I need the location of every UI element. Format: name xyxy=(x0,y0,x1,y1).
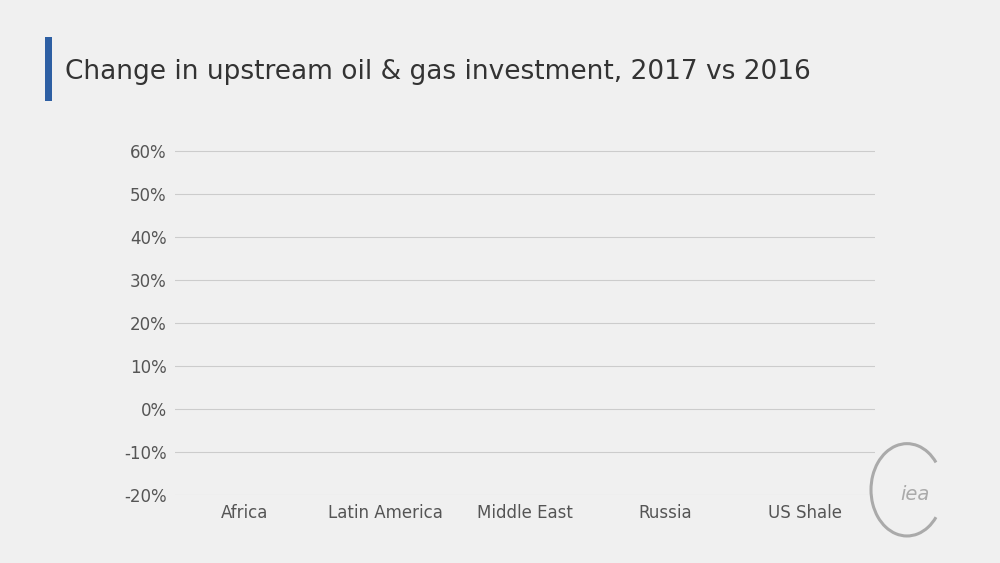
Text: iea: iea xyxy=(900,485,930,504)
Text: Change in upstream oil & gas investment, 2017 vs 2016: Change in upstream oil & gas investment,… xyxy=(65,59,811,85)
